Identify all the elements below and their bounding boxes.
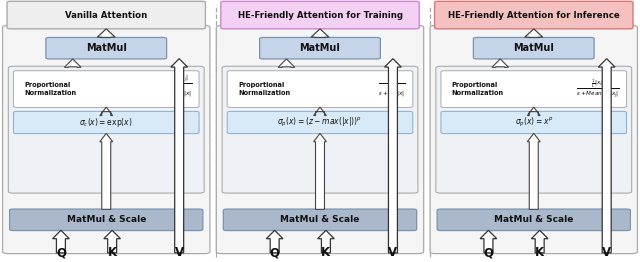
Text: V: V	[388, 246, 397, 259]
Polygon shape	[104, 230, 120, 253]
FancyBboxPatch shape	[227, 111, 413, 134]
Text: MatMul: MatMul	[86, 43, 127, 53]
Text: Vanilla Attention: Vanilla Attention	[65, 10, 147, 20]
FancyBboxPatch shape	[474, 37, 594, 59]
Text: K: K	[108, 246, 116, 259]
Text: Proportional
Normalization: Proportional Normalization	[452, 82, 504, 96]
Text: Q: Q	[56, 246, 66, 259]
Polygon shape	[266, 230, 283, 253]
Text: $\frac{\frac{1}{L}|x_i|}{\epsilon + Mean_{j\leq L}|x_j|}$: $\frac{\frac{1}{L}|x_i|}{\epsilon + Mean…	[576, 78, 620, 100]
Polygon shape	[65, 59, 81, 67]
FancyBboxPatch shape	[227, 71, 413, 107]
Polygon shape	[100, 133, 113, 209]
Polygon shape	[52, 230, 69, 253]
Text: Proportional
Normalization: Proportional Normalization	[238, 82, 290, 96]
Text: K: K	[535, 246, 544, 259]
Text: MatMul & Scale: MatMul & Scale	[280, 215, 360, 224]
Polygon shape	[492, 59, 509, 67]
FancyBboxPatch shape	[10, 209, 203, 231]
Text: MatMul: MatMul	[513, 43, 554, 53]
Text: V: V	[602, 246, 611, 259]
Text: HE-Friendly Attention for Training: HE-Friendly Attention for Training	[237, 10, 403, 20]
FancyBboxPatch shape	[260, 37, 380, 59]
Polygon shape	[480, 230, 497, 253]
FancyBboxPatch shape	[46, 37, 166, 59]
FancyBboxPatch shape	[441, 111, 627, 134]
FancyBboxPatch shape	[223, 209, 417, 231]
Text: $\sigma_p(x) = \left(z - max(|x|)\right)^p$: $\sigma_p(x) = \left(z - max(|x|)\right)…	[278, 116, 362, 129]
FancyBboxPatch shape	[437, 209, 630, 231]
Text: Q: Q	[483, 246, 493, 259]
Polygon shape	[311, 29, 329, 37]
Polygon shape	[100, 107, 113, 116]
Text: $\sigma_p(x) = x^p$: $\sigma_p(x) = x^p$	[515, 116, 553, 129]
Text: Softmax-Based Attention: Softmax-Based Attention	[18, 73, 96, 79]
FancyBboxPatch shape	[441, 71, 627, 107]
Polygon shape	[314, 133, 326, 209]
FancyBboxPatch shape	[8, 66, 204, 193]
Text: MatMul & Scale: MatMul & Scale	[494, 215, 573, 224]
FancyBboxPatch shape	[430, 25, 637, 254]
FancyBboxPatch shape	[3, 25, 210, 254]
FancyBboxPatch shape	[13, 111, 199, 134]
Text: HE-Friendly Attention for Inference: HE-Friendly Attention for Inference	[448, 10, 620, 20]
FancyBboxPatch shape	[216, 25, 424, 254]
Text: MatMul: MatMul	[300, 43, 340, 53]
Text: $\frac{|x_j|}{\epsilon + \sum_{i=1}^{L} |x|}$: $\frac{|x_j|}{\epsilon + \sum_{i=1}^{L} …	[378, 74, 406, 105]
Polygon shape	[598, 59, 615, 253]
Polygon shape	[527, 107, 540, 116]
Text: Q: Q	[269, 246, 280, 259]
Text: $\sigma_c(x) = \mathrm{exp}(x)$: $\sigma_c(x) = \mathrm{exp}(x)$	[79, 116, 133, 129]
FancyBboxPatch shape	[436, 66, 632, 193]
Text: Stable & $\frac{1}{\epsilon^2}$ - Lipschitz Attention: Stable & $\frac{1}{\epsilon^2}$ - Lipsch…	[232, 70, 332, 82]
Polygon shape	[97, 29, 115, 37]
Polygon shape	[385, 59, 401, 253]
Text: K: K	[321, 246, 330, 259]
FancyBboxPatch shape	[222, 66, 418, 193]
FancyBboxPatch shape	[221, 1, 419, 29]
Polygon shape	[171, 59, 188, 253]
FancyBboxPatch shape	[7, 1, 205, 29]
Text: MatMul & Scale: MatMul & Scale	[67, 215, 146, 224]
FancyBboxPatch shape	[435, 1, 633, 29]
FancyBboxPatch shape	[13, 71, 199, 107]
Polygon shape	[317, 230, 334, 253]
Polygon shape	[525, 29, 543, 37]
Polygon shape	[314, 107, 326, 116]
Text: Proportional
Normalization: Proportional Normalization	[24, 82, 76, 96]
Text: $\frac{|x_j|}{\sum_{i=1}^{L} |x|}$: $\frac{|x_j|}{\sum_{i=1}^{L} |x|}$	[175, 74, 192, 105]
Text: V: V	[175, 246, 184, 259]
Polygon shape	[527, 133, 540, 209]
Polygon shape	[278, 59, 295, 67]
Text: Length-Agnostic HE-Friendly Attention: Length-Agnostic HE-Friendly Attention	[445, 73, 565, 79]
Polygon shape	[531, 230, 548, 253]
